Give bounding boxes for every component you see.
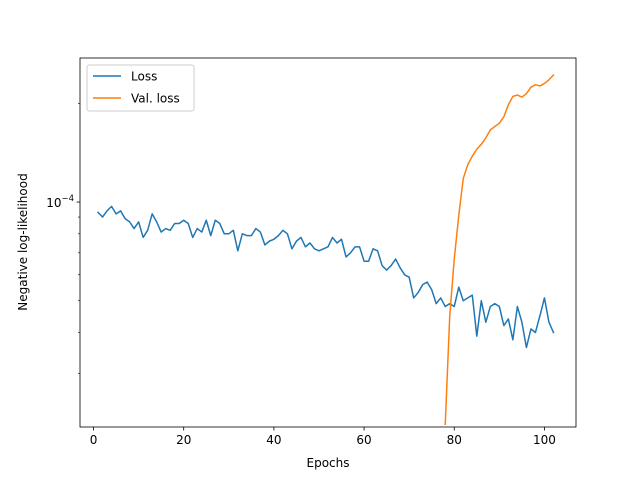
legend-label-val-loss: Val. loss bbox=[131, 92, 180, 106]
x-axis-label: Epochs bbox=[307, 456, 350, 470]
y-axis-label: Negative log-likelihood bbox=[16, 173, 30, 310]
y-axis: 10−4 bbox=[46, 103, 80, 374]
x-tick-label: 80 bbox=[447, 433, 462, 447]
legend: Loss Val. loss bbox=[86, 64, 195, 112]
x-tick-label: 100 bbox=[533, 433, 556, 447]
plot-frame bbox=[79, 57, 577, 428]
x-tick-label: 20 bbox=[176, 433, 191, 447]
legend-label-loss: Loss bbox=[131, 70, 157, 84]
x-axis: 0 20 40 60 80 100 bbox=[90, 427, 556, 447]
x-tick-label: 60 bbox=[356, 433, 371, 447]
x-tick-label: 0 bbox=[90, 433, 98, 447]
x-tick-label: 40 bbox=[266, 433, 281, 447]
series-line-val-loss bbox=[444, 73, 555, 426]
series-layer bbox=[96, 73, 555, 426]
series-line-loss bbox=[96, 205, 555, 349]
y-tick-label: 10−4 bbox=[46, 194, 74, 210]
